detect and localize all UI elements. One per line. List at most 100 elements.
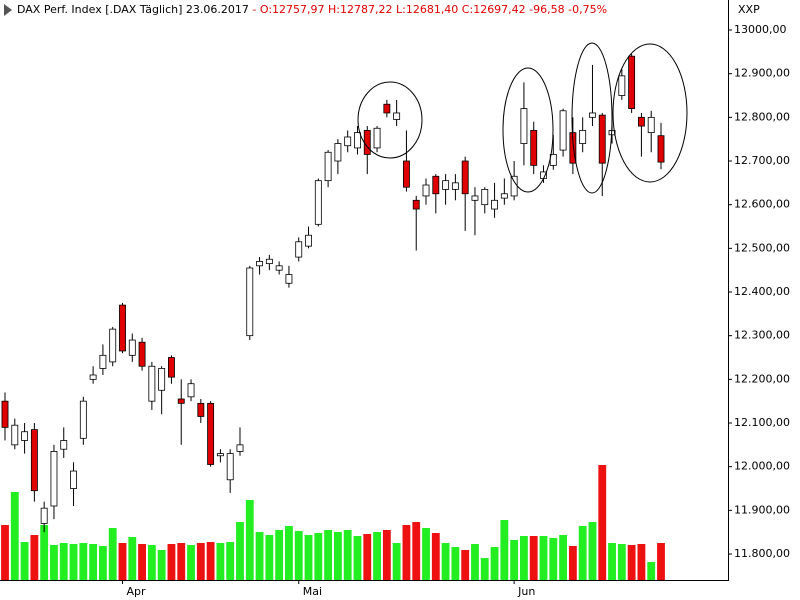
volume-bar <box>59 543 68 580</box>
candle-body <box>461 160 469 195</box>
candle-body <box>60 440 68 450</box>
volume-bar <box>382 530 391 580</box>
volume-bar <box>138 544 146 580</box>
volume-bar <box>451 547 460 580</box>
volume-bar <box>314 533 323 580</box>
y-tick-label: 12.600,00 <box>734 198 790 211</box>
volume-bar <box>167 544 176 580</box>
candle-body <box>314 180 322 225</box>
quote: - O:12757,97 H:12787,22 L:12681,40 C:126… <box>252 3 607 16</box>
candle-body <box>197 402 205 417</box>
volume-bar <box>617 544 626 580</box>
y-tick-label: 12.100,00 <box>734 416 790 429</box>
volume-bar <box>422 528 430 580</box>
candle-body <box>628 55 636 110</box>
y-tick-label: 12.900,00 <box>734 67 790 80</box>
candle-body <box>520 108 528 144</box>
candle-body <box>70 470 77 489</box>
volume-bar <box>177 543 186 580</box>
volume-bar <box>157 550 166 580</box>
candle-body <box>236 444 244 452</box>
volume-bar <box>265 535 274 580</box>
candle-body <box>295 241 303 258</box>
candle-body <box>187 383 195 398</box>
volume-bar <box>40 525 49 580</box>
volume-bar <box>187 545 195 580</box>
y-tick-label: 12.800,00 <box>734 110 790 123</box>
candle-body <box>1 400 9 428</box>
volume-bar <box>333 532 342 580</box>
volume-layer <box>1 465 665 580</box>
candle-body <box>432 175 440 195</box>
candle-body <box>11 424 19 446</box>
volume-bar <box>343 530 352 580</box>
volume-bar <box>471 544 479 580</box>
volume-bar <box>10 492 19 580</box>
candle-body <box>579 130 587 144</box>
volume-bar <box>226 542 235 580</box>
volume-bar <box>216 543 225 580</box>
volume-bar <box>480 558 489 580</box>
volume-bar <box>285 526 293 580</box>
candle-body <box>402 160 410 188</box>
y-tick-label: 11.800,00 <box>734 547 790 560</box>
volume-bar <box>608 543 616 580</box>
volume-bar <box>627 545 636 580</box>
volume-bar <box>304 535 313 580</box>
candle-body <box>373 127 381 149</box>
candle-body <box>559 110 567 151</box>
candle-body <box>334 143 342 162</box>
candle-body <box>177 398 185 404</box>
candle-body <box>89 374 97 380</box>
candle-body <box>226 453 234 481</box>
volume-bar <box>69 544 78 580</box>
annotations <box>357 42 688 194</box>
y-tick-label: 12.200,00 <box>734 372 790 385</box>
candle-body <box>324 151 332 182</box>
candle-body <box>246 267 254 337</box>
volume-bar <box>236 522 244 580</box>
y-tick-label: 12.000,00 <box>734 460 790 473</box>
candle-body <box>30 429 38 492</box>
candle-body <box>305 234 312 247</box>
x-tick-label: Apr <box>126 585 146 598</box>
volume-bar <box>206 542 215 580</box>
header-text: DAX Perf. Index [.DAX Täglich] 23.06.201… <box>17 3 607 16</box>
volume-bar <box>79 543 88 580</box>
candle-body <box>412 199 420 210</box>
volume-bar <box>657 543 665 580</box>
volume-bar <box>50 545 58 580</box>
candle-body <box>481 188 489 206</box>
date: 23.06.2017 <box>186 3 249 16</box>
x-tick-label: Mai <box>303 585 322 598</box>
volume-bar <box>30 535 39 580</box>
candle-body <box>158 368 166 391</box>
volume-bar <box>275 530 284 580</box>
volume-bar <box>539 536 548 580</box>
candle-body <box>491 199 498 210</box>
candle-body <box>148 365 156 402</box>
volume-bar <box>147 545 156 580</box>
header: DAX Perf. Index [.DAX Täglich] 23.06.201… <box>4 3 760 16</box>
menu-icon[interactable] <box>4 4 12 16</box>
volume-bar <box>245 500 254 580</box>
volume-bar <box>520 536 528 580</box>
highlight-ellipse <box>571 42 613 194</box>
volume-bar <box>255 532 264 580</box>
volume-bar <box>324 530 333 580</box>
volume-bar <box>98 546 107 580</box>
volume-bar <box>461 550 470 580</box>
volume-bar <box>196 543 205 580</box>
candle-body <box>216 453 224 457</box>
y-tick-label: 12.300,00 <box>734 329 790 342</box>
candle-body <box>50 450 58 507</box>
candle-body <box>598 114 606 164</box>
volume-bar <box>578 526 587 580</box>
volume-bar <box>128 537 137 580</box>
volume-bar <box>568 546 577 580</box>
volume-bar <box>20 542 29 580</box>
candle-body <box>393 112 401 120</box>
